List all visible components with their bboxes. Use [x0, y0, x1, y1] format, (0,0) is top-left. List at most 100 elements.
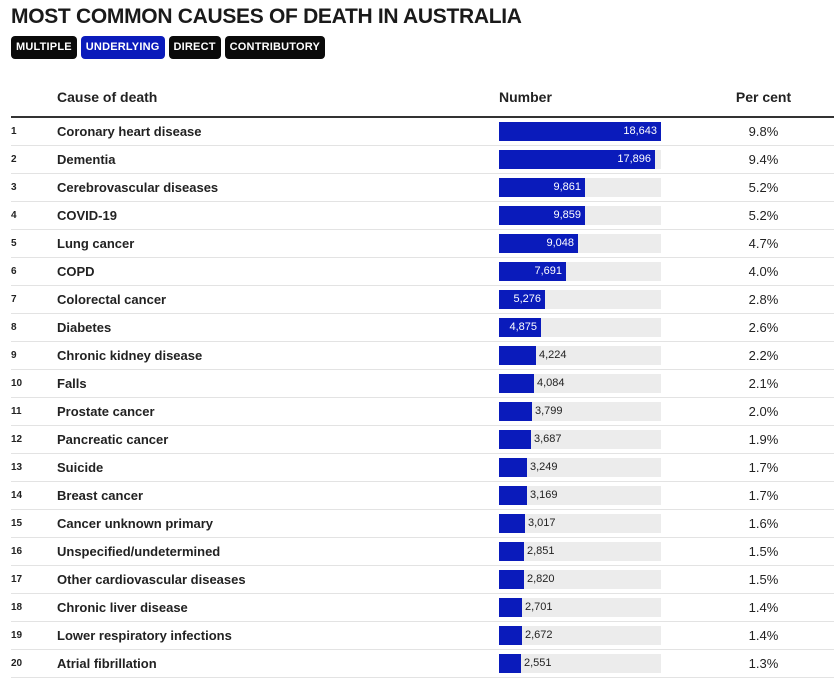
data-label: 3,799 — [535, 405, 563, 417]
cause-label: Coronary heart disease — [57, 124, 202, 139]
table-row: 11 Prostate cancer 3,799 2.0% — [11, 398, 834, 426]
percent-value: 5.2% — [748, 208, 779, 223]
bar — [499, 206, 585, 225]
table-row: 17 Other cardiovascular diseases 2,820 1.5% — [11, 566, 834, 594]
percent-value: 1.5% — [748, 572, 779, 587]
bar-track: 9,859 — [499, 206, 661, 225]
data-label: 18,643 — [623, 125, 657, 137]
table-row: 19 Lower respiratory infections 2,672 1.4% — [11, 622, 834, 650]
rank-label: 13 — [11, 462, 23, 473]
tab-multiple[interactable]: MULTIPLE — [11, 36, 77, 59]
column-header-percent: Per cent — [735, 89, 792, 105]
tab-underlying[interactable]: UNDERLYING — [80, 36, 165, 59]
percent-value: 5.2% — [748, 180, 779, 195]
bar — [499, 374, 534, 393]
rank-label: 5 — [11, 238, 17, 249]
rank-label: 2 — [11, 154, 17, 165]
cause-label: Unspecified/undetermined — [57, 544, 221, 559]
data-label: 7,691 — [534, 265, 562, 277]
bar-track: 18,643 — [499, 122, 661, 141]
cause-label: Lung cancer — [57, 236, 135, 251]
table-row: 7 Colorectal cancer 5,276 2.8% — [11, 286, 834, 314]
bar-track: 7,691 — [499, 262, 661, 281]
cause-label: Chronic liver disease — [57, 600, 188, 615]
cause-label: COPD — [57, 264, 95, 279]
bar — [499, 234, 578, 253]
rank-label: 7 — [11, 294, 17, 305]
percent-value: 1.3% — [748, 656, 779, 671]
percent-value: 9.4% — [748, 152, 779, 167]
measure-tabs: MULTIPLE UNDERLYING DIRECT CONTRIBUTORY — [11, 36, 329, 59]
data-label: 9,859 — [553, 209, 581, 221]
percent-value: 1.4% — [748, 600, 779, 615]
bar-track: 3,687 — [499, 430, 661, 449]
rank-label: 14 — [11, 490, 23, 501]
bar-track: 9,048 — [499, 234, 661, 253]
column-header-cause: Cause of death — [57, 89, 158, 105]
rank-label: 4 — [11, 210, 17, 221]
table-row: 3 Cerebrovascular diseases 9,861 5.2% — [11, 174, 834, 202]
rank-label: 16 — [11, 546, 23, 557]
bar — [499, 542, 524, 561]
bar — [499, 514, 525, 533]
percent-value: 2.0% — [748, 404, 779, 419]
data-label: 2,672 — [525, 629, 553, 641]
bar-track: 2,701 — [499, 598, 661, 617]
tab-direct[interactable]: DIRECT — [168, 36, 221, 59]
percent-value: 1.5% — [748, 544, 779, 559]
bar — [499, 290, 545, 309]
data-label: 2,820 — [527, 573, 555, 585]
bar — [499, 402, 532, 421]
bar — [499, 570, 524, 589]
bar-track: 2,820 — [499, 570, 661, 589]
bar — [499, 318, 541, 337]
data-label: 9,048 — [546, 237, 574, 249]
bar — [499, 122, 661, 141]
cause-label: Pancreatic cancer — [57, 432, 169, 447]
bar-track: 4,875 — [499, 318, 661, 337]
bar-track: 3,799 — [499, 402, 661, 421]
header-divider — [11, 116, 834, 118]
bar — [499, 654, 521, 673]
rank-label: 9 — [11, 350, 17, 361]
bar — [499, 486, 527, 505]
data-label: 2,551 — [524, 657, 552, 669]
rank-label: 6 — [11, 266, 17, 277]
table-row: 9 Chronic kidney disease 4,224 2.2% — [11, 342, 834, 370]
data-label: 2,701 — [525, 601, 553, 613]
bar — [499, 430, 531, 449]
table-row: 12 Pancreatic cancer 3,687 1.9% — [11, 426, 834, 454]
data-label: 3,687 — [534, 433, 562, 445]
data-label: 5,276 — [513, 293, 541, 305]
table-row: 4 COVID-19 9,859 5.2% — [11, 202, 834, 230]
cause-label: Falls — [57, 376, 87, 391]
bar — [499, 262, 566, 281]
rank-label: 20 — [11, 658, 23, 669]
bar-track: 2,851 — [499, 542, 661, 561]
data-label: 3,249 — [530, 461, 558, 473]
cause-label: COVID-19 — [57, 208, 117, 223]
percent-value: 1.7% — [748, 488, 779, 503]
rank-label: 15 — [11, 518, 23, 529]
rank-label: 12 — [11, 434, 23, 445]
percent-value: 2.2% — [748, 348, 779, 363]
bar-track: 17,896 — [499, 150, 661, 169]
table-row: 8 Diabetes 4,875 2.6% — [11, 314, 834, 342]
bar — [499, 346, 536, 365]
tab-contributory[interactable]: CONTRIBUTORY — [224, 36, 326, 59]
rank-label: 1 — [11, 126, 17, 137]
bar — [499, 150, 655, 169]
column-header-number: Number — [499, 89, 552, 105]
table-row: 5 Lung cancer 9,048 4.7% — [11, 230, 834, 258]
percent-value: 9.8% — [748, 124, 779, 139]
table-row: 6 COPD 7,691 4.0% — [11, 258, 834, 286]
data-label: 17,896 — [617, 153, 651, 165]
bar — [499, 178, 585, 197]
data-label: 3,169 — [530, 489, 558, 501]
table-row: 15 Cancer unknown primary 3,017 1.6% — [11, 510, 834, 538]
bar — [499, 598, 522, 617]
cause-label: Atrial fibrillation — [57, 656, 157, 671]
data-label: 9,861 — [553, 181, 581, 193]
percent-value: 2.8% — [748, 292, 779, 307]
data-label: 2,851 — [527, 545, 555, 557]
